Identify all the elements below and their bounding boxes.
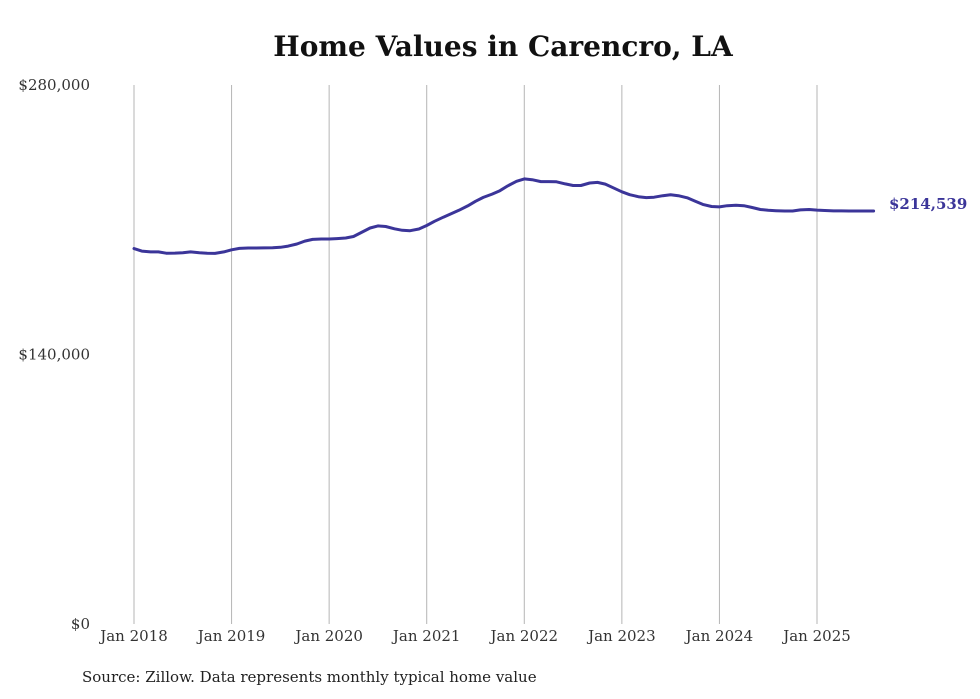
x-tick-label: Jan 2019	[196, 627, 266, 645]
x-tick-label: Jan 2022	[489, 627, 559, 645]
y-tick-label: $280,000	[18, 76, 90, 94]
y-tick-label: $140,000	[18, 346, 90, 364]
y-tick-label: $0	[71, 615, 90, 633]
chart-title: Home Values in Carencro, LA	[273, 30, 733, 63]
x-tick-label: Jan 2025	[781, 627, 851, 645]
x-tick-label: Jan 2020	[293, 627, 363, 645]
series-layer	[132, 177, 876, 255]
source-note: Source: Zillow. Data represents monthly …	[82, 668, 537, 686]
x-tick-label: Jan 2021	[391, 627, 461, 645]
series-line	[132, 177, 876, 255]
end-value-label: $214,539	[889, 195, 967, 213]
y-axis: $0 $140,000 $280,000	[18, 76, 90, 633]
x-axis: Jan 2018 Jan 2019 Jan 2020 Jan 2021 Jan 2022…	[98, 627, 851, 645]
x-tick-label: Jan 2023	[586, 627, 656, 645]
grid-lines	[133, 85, 818, 624]
x-tick-label: Jan 2018	[98, 627, 168, 645]
annotation-layer: $214,539	[889, 195, 967, 213]
x-tick-label: Jan 2024	[684, 627, 754, 645]
